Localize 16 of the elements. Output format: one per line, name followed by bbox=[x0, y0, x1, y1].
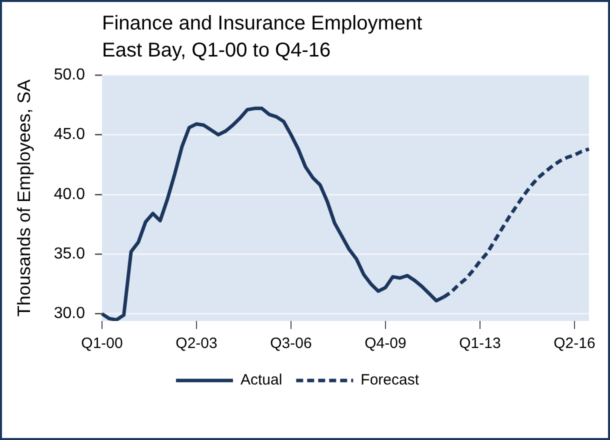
x-tick-label: Q2-16 bbox=[554, 335, 596, 352]
x-tick-label: Q1-00 bbox=[81, 335, 123, 352]
y-axis-title: Thousands of Employees, SA bbox=[14, 79, 34, 317]
legend-label: Actual bbox=[240, 372, 282, 389]
y-tick-label: 30.0 bbox=[54, 305, 86, 322]
chart-subtitle: East Bay, Q1-00 to Q4-16 bbox=[102, 40, 331, 62]
y-tick-label: 40.0 bbox=[54, 186, 86, 203]
x-tick-label: Q2-03 bbox=[176, 335, 218, 352]
legend-label: Forecast bbox=[360, 372, 420, 389]
chart-title: Finance and Insurance Employment bbox=[102, 12, 423, 35]
x-tick-label: Q1-13 bbox=[459, 335, 501, 352]
x-tick-label: Q4-09 bbox=[364, 335, 406, 352]
y-tick-label: 50.0 bbox=[54, 66, 86, 84]
x-tick-label: Q3-06 bbox=[270, 335, 312, 352]
y-tick-label: 45.0 bbox=[54, 126, 86, 144]
y-tick-label: 35.0 bbox=[54, 246, 86, 263]
